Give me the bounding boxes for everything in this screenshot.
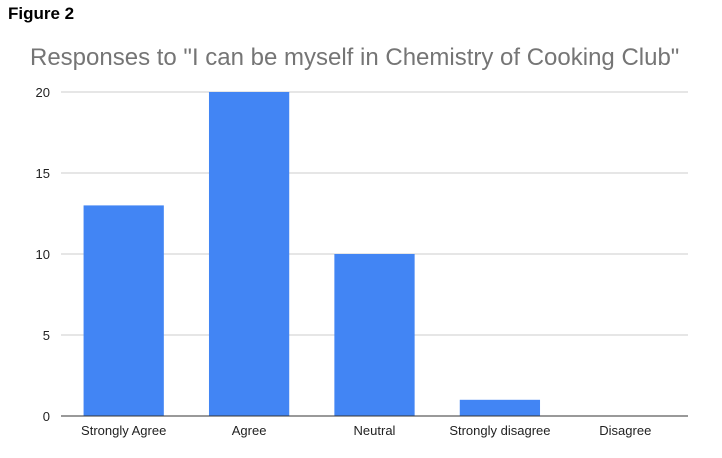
bar: [459, 399, 541, 416]
y-tick-label: 10: [36, 247, 50, 262]
y-tick-label: 0: [43, 409, 50, 424]
bar: [208, 92, 290, 416]
bars: [83, 92, 541, 416]
y-axis-ticks: 0 5 10 15 20: [36, 85, 50, 424]
x-tick-label: Strongly disagree: [449, 423, 550, 438]
bar: [83, 205, 164, 416]
y-tick-label: 5: [43, 328, 50, 343]
x-tick-label: Disagree: [599, 423, 651, 438]
x-tick-label: Strongly Agree: [81, 423, 166, 438]
x-axis-ticks: Strongly Agree Agree Neutral Strongly disag…: [81, 423, 651, 438]
y-tick-label: 20: [36, 85, 50, 100]
figure-label: Figure 2: [8, 4, 75, 23]
y-tick-label: 15: [36, 166, 50, 181]
chart-title: Responses to "I can be myself in Chemist…: [30, 44, 680, 71]
x-tick-label: Neutral: [354, 423, 396, 438]
bar: [334, 254, 415, 416]
x-tick-label: Agree: [232, 423, 267, 438]
